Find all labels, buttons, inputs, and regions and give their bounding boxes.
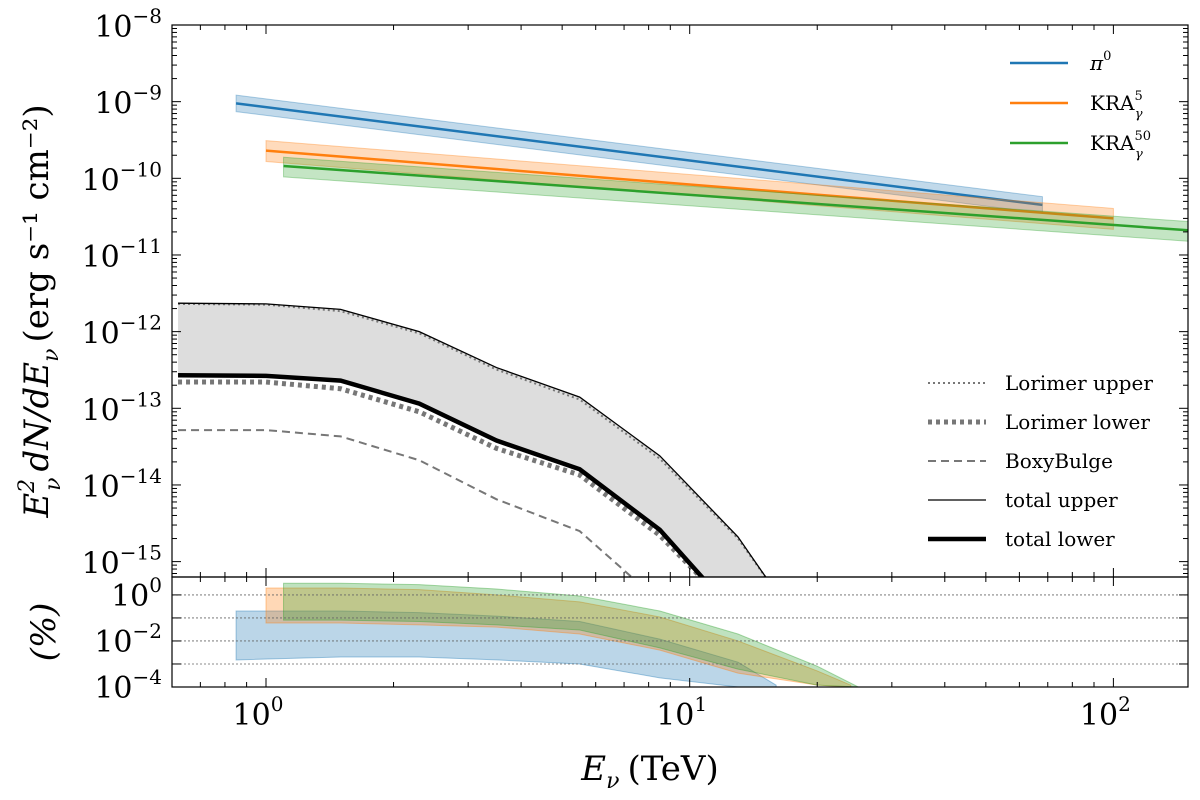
series-line-total-lower [178, 372, 705, 577]
tick-base: 10 [111, 579, 149, 614]
tick-base: 10 [656, 698, 694, 733]
ylabel-units: (erg s⁻¹ cm⁻²) [17, 104, 57, 342]
legend-main: KRA [1090, 91, 1135, 115]
top-plot-area [178, 94, 1188, 577]
bottom-y-tick-label: 100 [111, 573, 162, 614]
legend-sup: 50 [1134, 129, 1151, 144]
tick-exponent: −13 [120, 387, 162, 411]
legend-label: BoxyBulge [1005, 449, 1113, 473]
ylabel-sub2: ν [39, 349, 64, 362]
tick-base: 10 [82, 317, 120, 352]
legend-main: KRA [1090, 131, 1135, 155]
top-y-tick-label: 10−9 [94, 81, 162, 122]
legend-label: KRA5 γ [1090, 89, 1143, 122]
tick-exponent: −2 [133, 619, 162, 643]
legend-sup: 0 [1103, 49, 1111, 64]
xlabel-units: (TeV) [627, 749, 718, 789]
total-range-fill [178, 303, 766, 577]
series-line-kra-50 [283, 164, 1188, 232]
top-panel: 10−810−910−1010−1110−1210−1310−1410−15E2… [15, 4, 1189, 582]
bottom-x-tick-label: 100 [233, 692, 284, 733]
tick-base: 10 [82, 163, 120, 198]
tick-exponent: −4 [133, 665, 162, 689]
series-line-boxybulge [178, 429, 634, 577]
tick-exponent: −14 [120, 464, 162, 488]
tick-base: 10 [233, 698, 271, 733]
tick-base: 10 [1080, 698, 1118, 733]
bottom-y-tick-label: 10−4 [94, 665, 162, 706]
bottom-y-axis-label: (%) [24, 603, 64, 662]
legend-subscript: γ [1135, 147, 1143, 162]
ratio-band-kra-50-ratio [283, 582, 859, 687]
legend-label: total lower [1005, 527, 1115, 551]
series-line-kra-5 [265, 149, 1114, 220]
tick-base: 10 [94, 10, 132, 45]
tick-base: 10 [82, 393, 120, 428]
tick-base: 10 [94, 671, 132, 706]
tick-exponent: −10 [120, 157, 162, 181]
tick-base: 10 [82, 547, 120, 582]
tick-exponent: −12 [120, 311, 162, 335]
series-line-- [235, 102, 1043, 207]
tick-base: 10 [82, 470, 120, 505]
legend-label: KRA50 γ [1090, 129, 1151, 162]
ylabel-sup: 2 [15, 479, 40, 494]
legend-subscript: γ [1135, 107, 1143, 122]
tick-exponent: 0 [271, 692, 284, 716]
tick-base: 10 [82, 240, 120, 275]
bottom-x-tick-label: 102 [1080, 692, 1131, 733]
tick-exponent: 2 [1118, 692, 1131, 716]
tick-exponent: −9 [133, 81, 162, 105]
legend-label: Lorimer lower [1005, 410, 1150, 434]
ylabel-rest: dN/dE [17, 362, 57, 472]
tick-exponent: −11 [120, 234, 162, 258]
top-y-axis-label: E2νdN/dEν(erg s⁻¹ cm⁻²) [15, 104, 66, 518]
bottom-plot-area [172, 582, 1188, 687]
top-y-tick-label: 10−11 [82, 234, 162, 275]
bottom-y-tick-label: 10−2 [94, 619, 162, 660]
x-axis-label: Eν (TeV) [580, 749, 718, 794]
xlabel-E: E [580, 749, 606, 789]
ylabel-sub: ν [41, 477, 66, 490]
legend-label: π0 [1089, 49, 1111, 75]
tick-exponent: −15 [120, 541, 162, 565]
legend-main: π [1089, 51, 1104, 75]
tick-exponent: −8 [133, 4, 162, 28]
series-line-total-upper [178, 302, 767, 577]
bottom-frame [171, 576, 1189, 688]
ylabel-E: E [17, 493, 57, 519]
tick-exponent: 1 [694, 692, 707, 716]
top-y-tick-label: 10−8 [94, 4, 162, 45]
top-y-tick-label: 10−10 [82, 157, 162, 198]
legend-lower: Lorimer upper Lorimer lower BoxyBulge total… [928, 371, 1153, 551]
ratio-band--ratio [235, 610, 777, 687]
top-y-tick-label: 10−14 [82, 464, 162, 505]
top-y-tick-label: 10−15 [82, 541, 162, 582]
bottom-x-tick-label: 101 [656, 692, 707, 733]
top-x-axis [171, 25, 1114, 577]
tick-exponent: 0 [149, 573, 162, 597]
top-y-tick-label: 10−13 [82, 387, 162, 428]
xlabel-sub: ν [606, 769, 619, 794]
tick-base: 10 [94, 625, 132, 660]
bottom-x-axis: 100 101 102 [171, 577, 1131, 733]
legend-sup: 5 [1134, 89, 1142, 104]
top-y-tick-label: 10−12 [82, 311, 162, 352]
legend-label: Lorimer upper [1005, 371, 1153, 395]
tick-base: 10 [94, 87, 132, 122]
legend-label: total upper [1005, 488, 1118, 512]
